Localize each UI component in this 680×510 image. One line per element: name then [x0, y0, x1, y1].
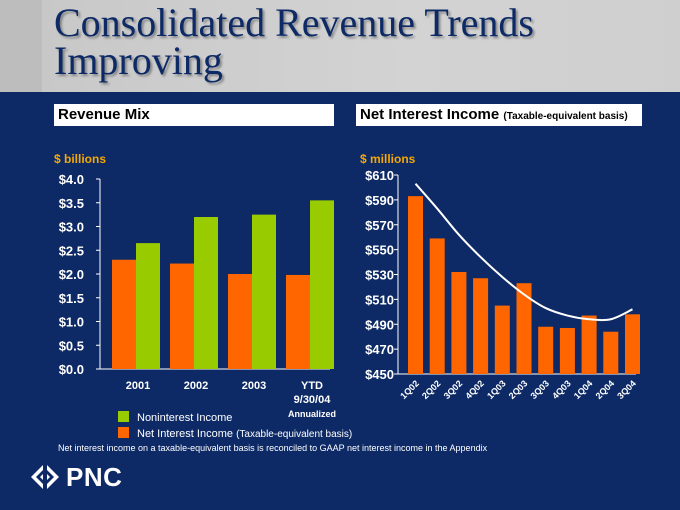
revenue-mix-annotation: Annualized: [288, 409, 336, 419]
nii-bar: [516, 283, 532, 374]
legend-label-noninterest: Noninterest Income: [137, 412, 233, 424]
revenue-mix-x-sublabel: 9/30/04: [294, 394, 332, 406]
nii-y-tick-label: $450: [365, 367, 394, 382]
revenue-mix-y-tick-label: $1.5: [59, 291, 84, 306]
net-interest-income-subtitle: (Taxable-equivalent basis): [503, 111, 628, 122]
revenue-mix-title: Revenue Mix: [58, 106, 150, 123]
nii-bar: [473, 278, 489, 374]
legend-label-net-interest: Net Interest Income: [137, 428, 233, 440]
revenue-mix-x-label: 2002: [184, 380, 208, 392]
legend-swatch-net-interest: [118, 427, 129, 438]
title-accent: [0, 0, 42, 92]
nii-bar: [494, 305, 510, 374]
revenue-mix-y-tick-label: $3.0: [59, 220, 84, 235]
legend-suffix-net-interest: (Taxable-equivalent basis): [236, 429, 353, 440]
legend-item-net-interest: Net Interest Income (Taxable-equivalent …: [118, 427, 352, 441]
revenue-mix-bar-noninterest: [136, 243, 160, 369]
nii-y-tick-label: $570: [365, 218, 394, 233]
nii-y-tick-label: $470: [365, 342, 394, 357]
nii-x-label: 3Q03: [528, 378, 551, 401]
nii-x-label: 3Q04: [615, 378, 638, 401]
nii-x-label: 1Q04: [572, 378, 595, 401]
revenue-mix-bar-noninterest: [252, 214, 276, 369]
nii-x-label: 2Q04: [594, 378, 617, 401]
nii-x-label: 2Q03: [507, 378, 530, 401]
nii-bar: [603, 331, 619, 374]
nii-y-tick-label: $510: [365, 292, 394, 307]
net-interest-income-title: Net Interest Income: [360, 106, 500, 123]
revenue-mix-bar-net-interest: [112, 259, 136, 369]
nii-unit-label: $ millions: [360, 152, 416, 166]
revenue-mix-y-tick-label: $2.5: [59, 243, 84, 258]
nii-bar: [559, 327, 575, 374]
revenue-mix-y-tick-label: $0.5: [59, 338, 84, 353]
legend-item-noninterest: Noninterest Income: [118, 411, 232, 425]
nii-bar: [538, 326, 554, 374]
revenue-mix-unit-label: $ billions: [54, 152, 107, 166]
revenue-mix-y-tick-label: $3.5: [59, 196, 84, 211]
nii-y-tick-label: $550: [365, 243, 394, 258]
nii-y-tick-label: $490: [365, 317, 394, 332]
revenue-mix-bar-net-interest: [170, 263, 194, 369]
nii-bar: [408, 196, 423, 374]
nii-trendline: [414, 183, 633, 322]
revenue-mix-y-tick-label: $1.0: [59, 315, 84, 330]
page-title: Consolidated Revenue Trends Improving: [54, 0, 534, 83]
nii-bar: [429, 238, 445, 374]
nii-x-label: 4Q02: [463, 378, 486, 401]
revenue-mix-y-tick-label: $0.0: [59, 362, 84, 377]
revenue-mix-y-tick-label: $2.0: [59, 267, 84, 282]
revenue-mix-y-tick-label: $4.0: [59, 172, 84, 187]
revenue-mix-x-label: 2003: [242, 380, 266, 392]
revenue-mix-bar-net-interest: [228, 274, 252, 369]
net-interest-income-header: Net Interest Income (Taxable-equivalent …: [356, 104, 642, 126]
nii-x-label: 3Q02: [442, 378, 465, 401]
nii-x-label: 4Q03: [550, 378, 573, 401]
nii-y-tick-label: $590: [365, 193, 394, 208]
nii-y-tick-label: $610: [365, 168, 394, 183]
nii-x-label: 2Q02: [420, 378, 443, 401]
nii-bar: [451, 272, 467, 374]
revenue-mix-bar-noninterest: [310, 200, 334, 369]
nii-bar: [625, 314, 640, 374]
revenue-mix-bar-noninterest: [194, 217, 218, 369]
pnc-logo-icon: [31, 463, 59, 491]
pnc-logo: PNC: [30, 460, 122, 494]
legend-swatch-noninterest: [118, 411, 129, 422]
revenue-mix-x-label: YTD: [301, 380, 323, 392]
nii-bar: [581, 315, 597, 374]
nii-x-label: 1Q02: [398, 378, 421, 401]
nii-x-label: 1Q03: [485, 378, 508, 401]
revenue-mix-header: Revenue Mix: [54, 104, 334, 126]
revenue-mix-bar-net-interest: [286, 274, 310, 369]
pnc-logo-text: PNC: [66, 461, 123, 492]
footnote: Net interest income on a taxable-equival…: [58, 443, 488, 453]
nii-y-tick-label: $530: [365, 268, 394, 283]
title-band: [0, 0, 680, 92]
revenue-mix-x-label: 2001: [126, 380, 150, 392]
